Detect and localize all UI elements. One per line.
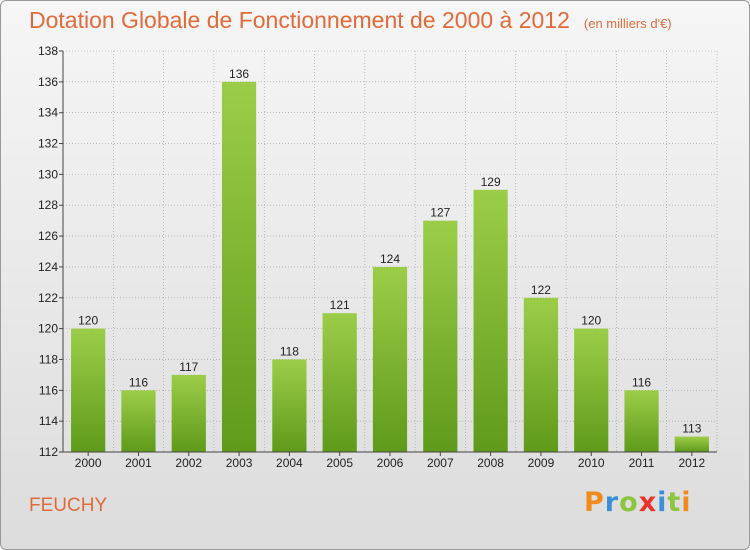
bar xyxy=(674,436,709,452)
axes xyxy=(59,50,717,456)
bar xyxy=(523,297,559,452)
proxiti-logo: Proxiti xyxy=(584,487,692,518)
bar xyxy=(624,390,659,452)
data-label: 116 xyxy=(129,375,148,389)
bar xyxy=(473,189,508,453)
x-tick-label: 2005 xyxy=(326,456,353,470)
x-tick-label: 2008 xyxy=(477,456,504,470)
data-label: 120 xyxy=(581,314,601,328)
y-tick-label: 130 xyxy=(38,167,58,181)
data-label: 117 xyxy=(179,360,198,374)
data-label: 116 xyxy=(632,375,651,389)
labels: 112 114 116 118 120 122 124 126 128 130 132 134 136 1… xyxy=(38,44,706,470)
logo-letter: x xyxy=(638,487,658,518)
data-label: 129 xyxy=(481,175,501,189)
bar xyxy=(423,220,458,452)
y-tick-label: 126 xyxy=(38,229,58,243)
x-tick-label: 2002 xyxy=(175,456,202,470)
y-tick-label: 132 xyxy=(38,137,58,151)
data-label: 127 xyxy=(430,206,450,220)
bar xyxy=(272,359,307,452)
data-label: 118 xyxy=(280,344,299,358)
commune-name: FEUCHY xyxy=(29,495,108,516)
y-tick-label: 114 xyxy=(39,414,58,428)
data-label: 136 xyxy=(229,67,249,81)
bar xyxy=(121,390,156,452)
chart-title: Dotation Globale de Fonctionnement de 20… xyxy=(29,7,672,34)
x-tick-label: 2003 xyxy=(226,456,253,470)
data-label: 124 xyxy=(380,252,400,266)
x-tick-label: 2001 xyxy=(125,456,152,470)
y-tick-label: 118 xyxy=(39,352,58,366)
data-label: 122 xyxy=(531,283,551,297)
data-label: 121 xyxy=(330,298,350,312)
x-tick-label: 2004 xyxy=(276,456,303,470)
y-tick-label: 136 xyxy=(38,75,58,89)
data-label: 113 xyxy=(682,422,701,436)
y-tick-label: 122 xyxy=(38,291,58,305)
bar xyxy=(574,328,609,452)
bar xyxy=(171,374,206,452)
x-tick-label: 2000 xyxy=(75,456,102,470)
x-tick-label: 2006 xyxy=(377,456,404,470)
y-tick-label: 138 xyxy=(38,44,58,58)
chart-title-text: Dotation Globale de Fonctionnement de 20… xyxy=(29,7,570,33)
y-tick-label: 112 xyxy=(39,445,58,459)
y-tick-label: 116 xyxy=(39,383,58,397)
x-tick-label: 2011 xyxy=(629,456,655,470)
bars xyxy=(71,81,709,453)
x-tick-label: 2009 xyxy=(528,456,555,470)
logo-letter: t xyxy=(667,487,682,518)
bar xyxy=(372,266,408,452)
logo-letter: i xyxy=(657,487,668,518)
logo-letter: o xyxy=(619,487,639,518)
logo-letter: P xyxy=(584,487,605,518)
y-tick-label: 134 xyxy=(38,106,58,120)
y-tick-label: 124 xyxy=(38,260,58,274)
logo-letter: r xyxy=(604,487,620,518)
data-label: 120 xyxy=(78,314,98,328)
logo-letter: i xyxy=(681,487,692,518)
y-tick-label: 128 xyxy=(38,198,58,212)
x-tick-label: 2007 xyxy=(427,456,454,470)
bar xyxy=(322,313,357,452)
x-tick-label: 2010 xyxy=(578,456,605,470)
bar xyxy=(71,328,106,452)
chart-subtitle: (en milliers d'€) xyxy=(583,16,672,31)
y-tick-label: 120 xyxy=(38,322,58,336)
bar xyxy=(221,81,257,452)
x-tick-label: 2012 xyxy=(678,456,705,470)
